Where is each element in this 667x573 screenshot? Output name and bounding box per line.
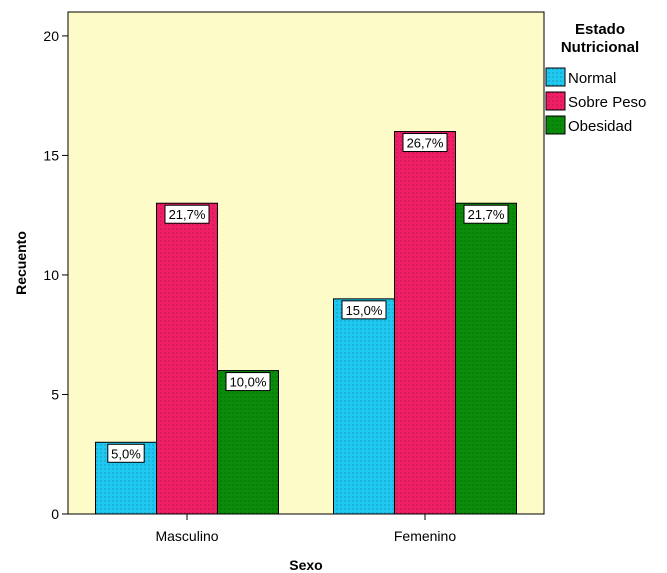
- legend-label: Sobre Peso: [568, 94, 646, 111]
- bars: 5,0% 21,7% 10,0% 15,0% 26,7% 21,7%: [95, 131, 517, 515]
- legend-swatch-texture: [546, 68, 565, 86]
- y-tick-label: 15: [43, 147, 59, 163]
- bar-label-box: [402, 133, 448, 153]
- y-tick-label: 10: [43, 267, 59, 283]
- bar-texture: [333, 298, 395, 514]
- bar-label: 26,7%: [407, 136, 444, 151]
- bar-texture: [455, 203, 517, 514]
- bar-texture: [217, 370, 279, 514]
- legend-swatch-texture: [546, 92, 565, 110]
- bar-label-box: [225, 372, 271, 392]
- bar-texture: [394, 131, 456, 514]
- bar-label: 21,7%: [468, 207, 505, 222]
- y-tick-label: 20: [43, 28, 59, 44]
- bar-label-box: [341, 300, 387, 320]
- bar-label: 5,0%: [111, 446, 141, 461]
- legend-title-line2: Nutricional: [561, 39, 639, 56]
- legend-swatch-texture: [546, 116, 565, 134]
- y-tick-label: 5: [51, 386, 59, 402]
- legend-label: Normal: [568, 70, 616, 87]
- bar-label: 15,0%: [346, 303, 383, 318]
- y-axis: 0 5 10 15 20: [43, 28, 68, 522]
- bar-texture: [156, 203, 218, 514]
- legend: Estado Nutricional Normal Sobre Peso Obesi…: [545, 21, 646, 135]
- bar-label: 10,0%: [230, 375, 267, 390]
- bar-label-box: [107, 443, 145, 463]
- x-axis-title: Sexo: [289, 557, 322, 573]
- bar-label-box: [463, 204, 509, 224]
- legend-title-line1: Estado: [575, 21, 625, 38]
- y-tick-label: 0: [51, 506, 59, 522]
- y-axis-title: Recuento: [13, 231, 29, 295]
- x-tick-label: Masculino: [155, 528, 218, 544]
- bar-label-box: [164, 204, 210, 224]
- legend-label: Obesidad: [568, 118, 632, 135]
- bar-label: 21,7%: [169, 207, 206, 222]
- x-axis: Masculino Femenino: [155, 514, 456, 544]
- x-tick-label: Femenino: [394, 528, 456, 544]
